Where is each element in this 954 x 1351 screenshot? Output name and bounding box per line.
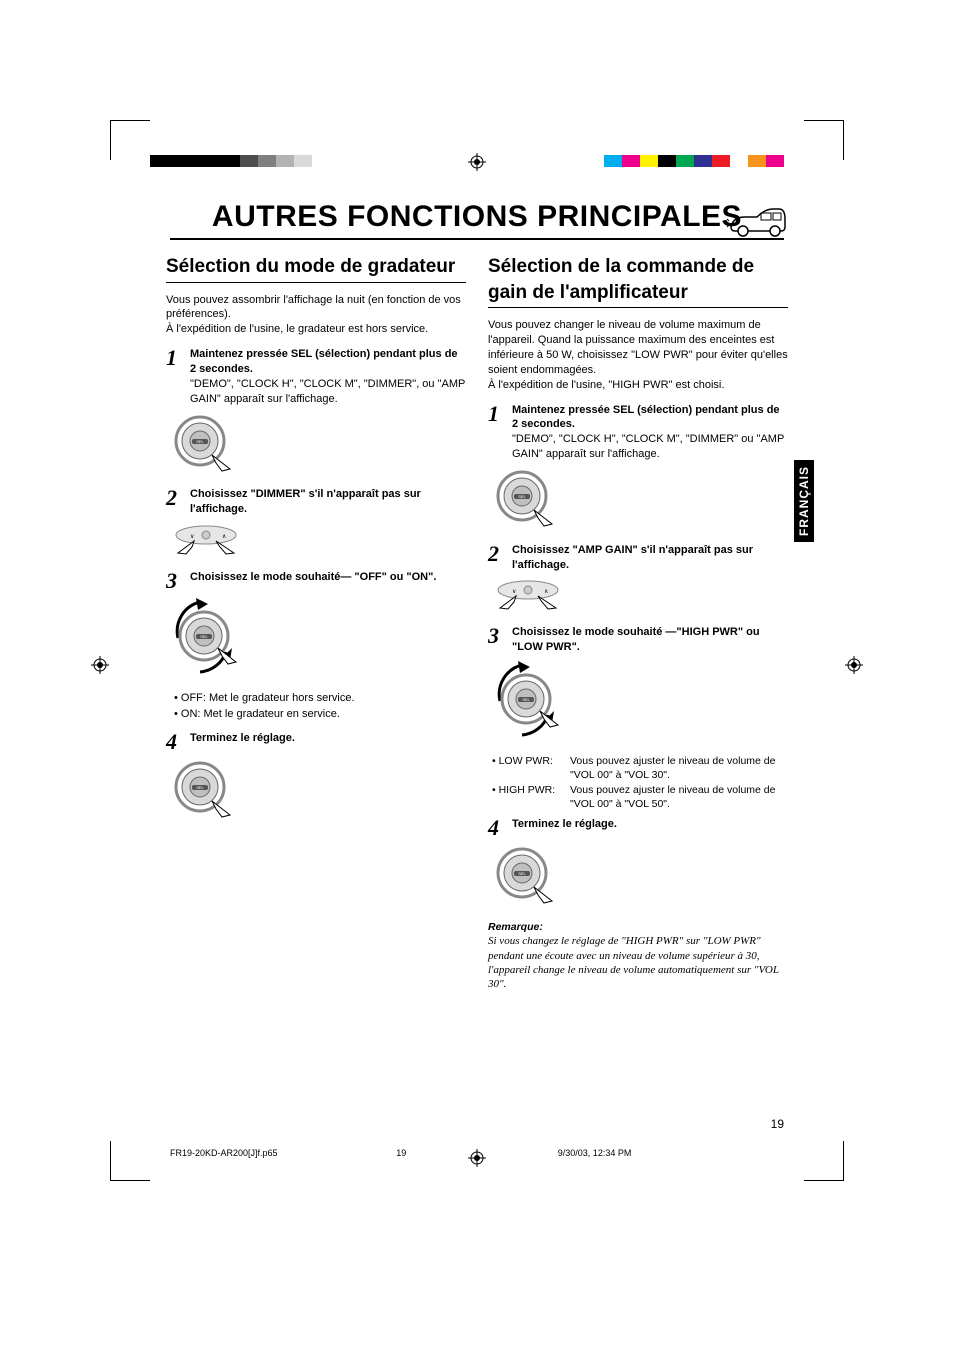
step-3: 3 Choisissez le mode souhaité— "OFF" ou … xyxy=(166,570,466,592)
sel-dial-icon: SEL xyxy=(494,845,788,910)
option-text: Vous pouvez ajuster le niveau de volume … xyxy=(570,783,788,811)
page-number: 19 xyxy=(771,1117,784,1131)
intro-line: À l'expédition de l'usine, "HIGH PWR" es… xyxy=(488,379,724,391)
footer-datetime: 9/30/03, 12:34 PM xyxy=(558,1148,784,1158)
step-lead: Maintenez pressée SEL (sélection) pendan… xyxy=(190,348,458,375)
option-high-pwr: • HIGH PWR: Vous pouvez ajuster le nivea… xyxy=(492,783,788,811)
option-low-pwr: • LOW PWR: Vous pouvez ajuster le niveau… xyxy=(492,754,788,782)
step-lead: Terminez le réglage. xyxy=(512,818,617,830)
color-bar-left xyxy=(150,155,330,167)
language-tab: FRANÇAIS xyxy=(794,460,814,542)
step-number: 3 xyxy=(166,570,182,592)
page: AUTRES FONCTIONS PRINCIPALES Sélection d… xyxy=(0,0,954,1351)
step-lead: Terminez le réglage. xyxy=(190,732,295,744)
section-heading-ampgain: Sélection de la commande de gain de l'am… xyxy=(488,254,788,305)
step-rest: "DEMO", "CLOCK H", "CLOCK M", "DIMMER" o… xyxy=(512,433,784,460)
option-on: • ON: Met le gradateur en service. xyxy=(174,707,466,722)
footer: FR19-20KD-AR200[J]f.p65 19 9/30/03, 12:3… xyxy=(170,1148,784,1158)
step-number: 2 xyxy=(488,543,504,573)
step-number: 3 xyxy=(488,625,504,655)
option-label: • LOW PWR: xyxy=(492,754,570,782)
step-lead: Choisissez le mode souhaité— "OFF" ou "O… xyxy=(190,571,436,583)
intro-line: À l'expédition de l'usine, le gradateur … xyxy=(166,323,428,335)
registration-mark-icon xyxy=(467,152,487,172)
sel-dial-icon: SEL xyxy=(172,759,466,824)
intro-line: Vous pouvez changer le niveau de volume … xyxy=(488,319,788,376)
sel-dial-icon: SEL xyxy=(172,413,466,478)
registration-mark-icon xyxy=(844,655,864,675)
step-lead: Choisissez "DIMMER" s'il n'apparaît pas … xyxy=(190,488,421,515)
footer-file: FR19-20KD-AR200[J]f.p65 xyxy=(170,1148,396,1158)
svg-text:SEL: SEL xyxy=(196,785,204,790)
step-number: 2 xyxy=(166,487,182,517)
sel-dial-icon: SEL xyxy=(494,468,788,533)
rocker-button-icon: ∨ ∧ xyxy=(494,578,788,615)
rocker-button-icon: ∨ ∧ xyxy=(172,523,466,560)
option-off: • OFF: Met le gradateur hors service. xyxy=(174,691,466,706)
title-rule xyxy=(170,238,784,240)
step-number: 4 xyxy=(166,731,182,753)
svg-text:SEL: SEL xyxy=(200,634,208,639)
step-3: 3 Choisissez le mode souhaité —"HIGH PWR… xyxy=(488,625,788,655)
step-rest: "DEMO", "CLOCK H", "CLOCK M", "DIMMER", … xyxy=(190,378,465,405)
step-number: 4 xyxy=(488,817,504,839)
svg-text:SEL: SEL xyxy=(196,439,204,444)
sel-dial-rotate-icon: SEL xyxy=(494,661,788,744)
svg-text:∧: ∧ xyxy=(544,589,548,595)
svg-text:SEL: SEL xyxy=(518,871,526,876)
step-lead: Choisissez "AMP GAIN" s'il n'apparaît pa… xyxy=(512,544,753,571)
content-columns: Sélection du mode de gradateur Vous pouv… xyxy=(120,254,834,992)
color-bar-right xyxy=(604,155,784,167)
right-column: Sélection de la commande de gain de l'am… xyxy=(488,254,788,992)
sel-dial-rotate-icon: SEL xyxy=(172,598,466,681)
option-label: • HIGH PWR: xyxy=(492,783,570,811)
svg-text:∨: ∨ xyxy=(512,589,516,595)
option-list: • OFF: Met le gradateur hors service. • … xyxy=(174,691,466,722)
footer-page: 19 xyxy=(396,1148,558,1158)
option-list: • LOW PWR: Vous pouvez ajuster le niveau… xyxy=(492,754,788,812)
heading-rule xyxy=(166,282,466,283)
option-text: Vous pouvez ajuster le niveau de volume … xyxy=(570,754,788,782)
step-1: 1 Maintenez pressée SEL (sélection) pend… xyxy=(488,403,788,462)
crop-mark xyxy=(804,1141,844,1181)
step-4: 4 Terminez le réglage. xyxy=(166,731,466,753)
heading-rule xyxy=(488,307,788,308)
intro-line: Vous pouvez assombrir l'affichage la nui… xyxy=(166,294,461,321)
note-body: Si vous changez le réglage de "HIGH PWR"… xyxy=(488,934,788,991)
step-lead: Choisissez le mode souhaité —"HIGH PWR" … xyxy=(512,626,760,653)
crop-mark xyxy=(110,1141,150,1181)
step-2: 2 Choisissez "DIMMER" s'il n'apparaît pa… xyxy=(166,487,466,517)
registration-mark-icon xyxy=(90,655,110,675)
svg-text:∨: ∨ xyxy=(190,534,194,540)
step-2: 2 Choisissez "AMP GAIN" s'il n'apparaît … xyxy=(488,543,788,573)
svg-text:SEL: SEL xyxy=(518,494,526,499)
step-4: 4 Terminez le réglage. xyxy=(488,817,788,839)
step-number: 1 xyxy=(488,403,504,462)
left-column: Sélection du mode de gradateur Vous pouv… xyxy=(166,254,466,992)
step-lead: Maintenez pressée SEL (sélection) pendan… xyxy=(512,404,780,431)
step-number: 1 xyxy=(166,347,182,406)
svg-text:SEL: SEL xyxy=(522,697,530,702)
step-1: 1 Maintenez pressée SEL (sélection) pend… xyxy=(166,347,466,406)
note-heading: Remarque: xyxy=(488,920,788,934)
intro-text: Vous pouvez assombrir l'affichage la nui… xyxy=(166,293,466,338)
intro-text: Vous pouvez changer le niveau de volume … xyxy=(488,318,788,392)
crop-mark xyxy=(110,120,150,160)
section-heading-dimmer: Sélection du mode de gradateur xyxy=(166,254,466,280)
car-icon xyxy=(727,205,789,244)
svg-text:∧: ∧ xyxy=(222,534,226,540)
crop-mark xyxy=(804,120,844,160)
